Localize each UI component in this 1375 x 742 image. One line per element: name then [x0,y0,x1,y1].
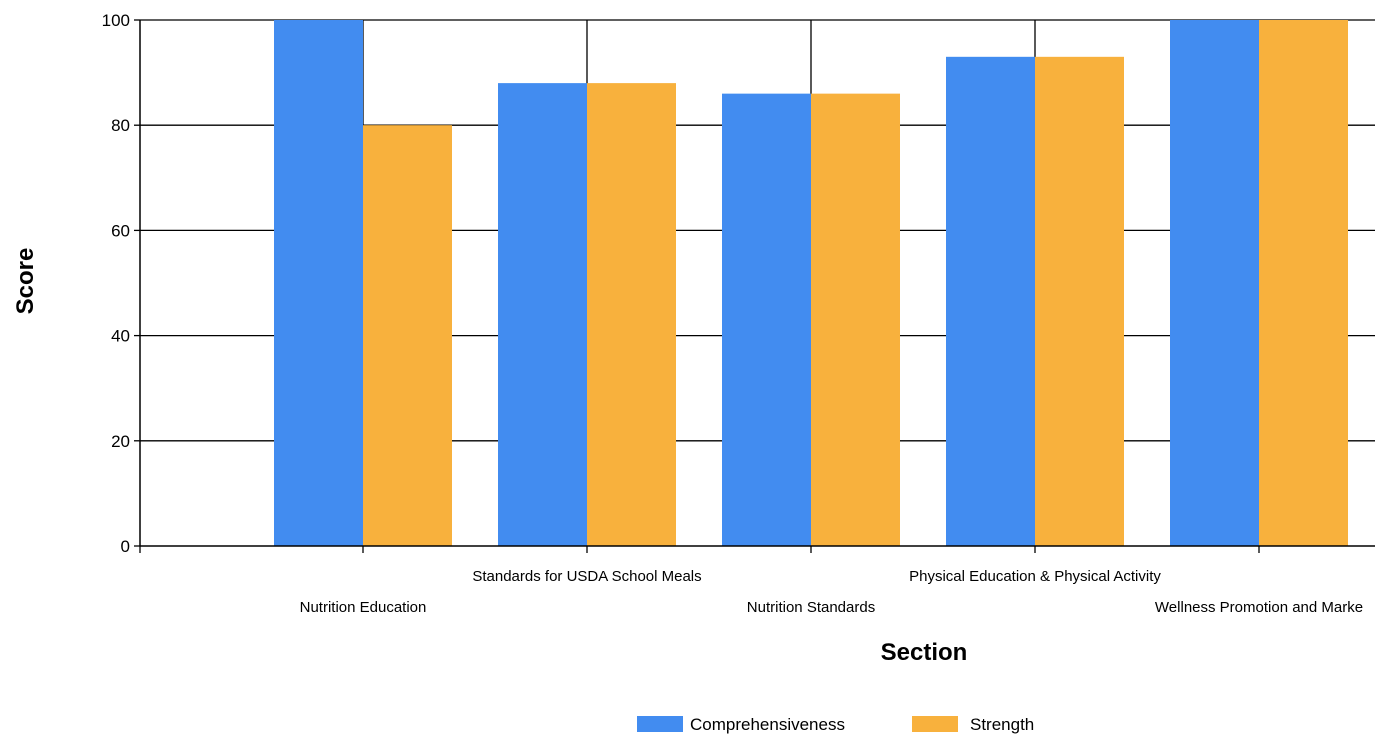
bar-comprehensiveness [946,56,1035,546]
y-tick-labels: 0 20 40 60 80 100 [102,11,130,556]
y-tick-label: 80 [111,116,130,135]
x-category-label: Nutrition Education [300,599,427,616]
bar-comprehensiveness [1170,20,1259,546]
legend: Comprehensiveness Strength [637,715,1034,734]
x-category-label: Wellness Promotion and Marke [1155,599,1363,616]
bar-strength [363,125,452,546]
bar-strength [587,83,676,547]
bar-comprehensiveness [722,93,811,546]
legend-swatch [912,716,958,732]
y-tick-label: 20 [111,432,130,451]
x-category-label: Standards for USDA School Meals [472,568,701,585]
bar-strength [1035,56,1124,546]
bar-strength [1259,20,1348,546]
x-category-label: Physical Education & Physical Activity [909,568,1161,585]
bar-strength [811,93,900,546]
bar-comprehensiveness [274,20,363,546]
x-category-label: Nutrition Standards [747,599,875,616]
legend-label: Comprehensiveness [690,715,845,734]
axes [134,19,1375,553]
y-tick-label: 60 [111,221,130,240]
x-category-labels: Nutrition Education Standards for USDA Sc… [300,568,1363,616]
y-axis-title: Score [12,248,39,315]
x-axis-title: Section [881,639,968,666]
bar-comprehensiveness [498,83,587,547]
y-tick-label: 100 [102,11,130,30]
legend-label: Strength [970,715,1034,734]
y-tick-label: 40 [111,327,130,346]
legend-swatch [637,716,683,732]
y-tick-label: 0 [121,537,130,556]
bars [274,20,1348,547]
